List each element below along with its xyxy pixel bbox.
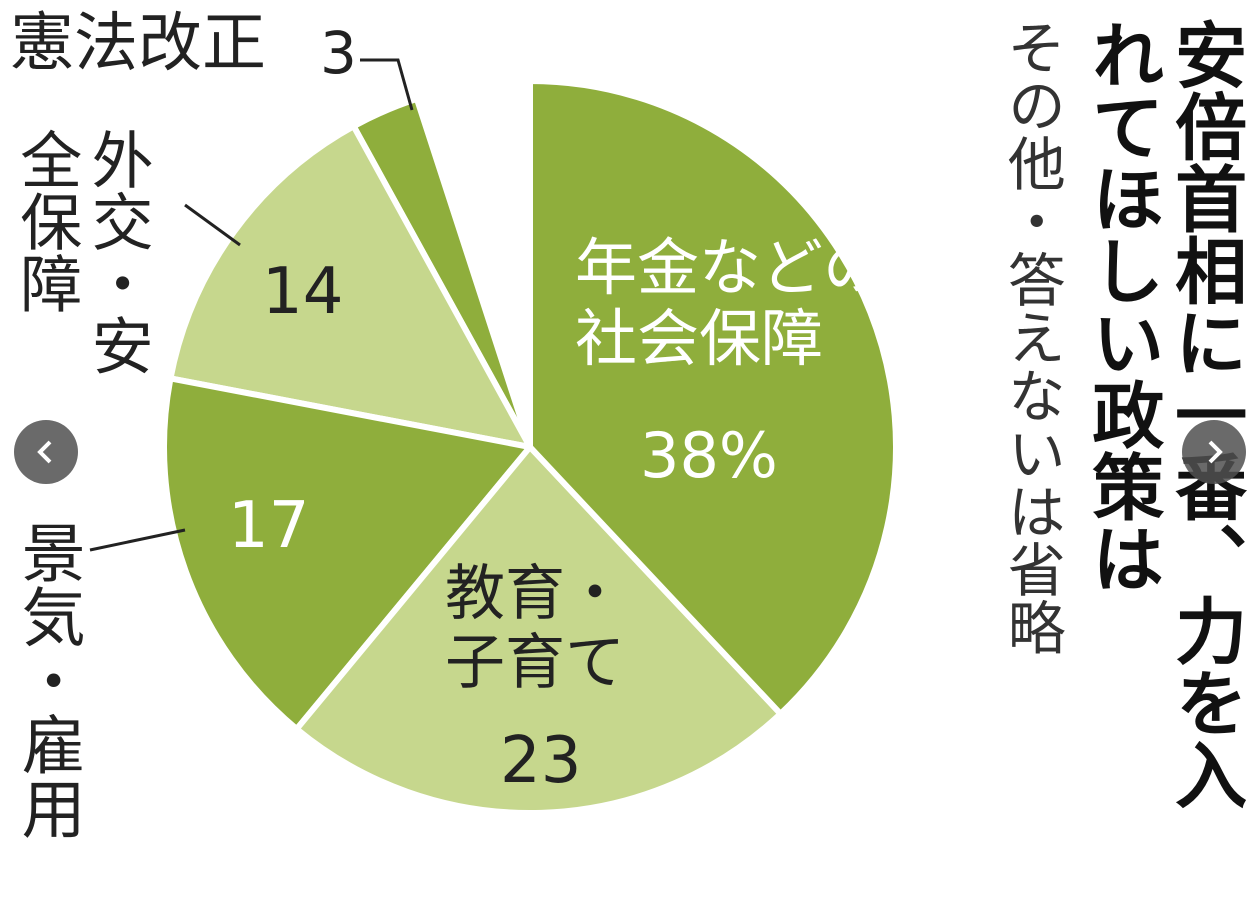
leader-line <box>360 58 414 111</box>
value-label: 3 <box>320 19 357 87</box>
slice-label: 憲法改正 <box>10 7 266 81</box>
slice-label: 外交・安全保障 <box>9 128 154 376</box>
pie-slice <box>292 442 785 816</box>
value-label: 14 <box>262 255 344 329</box>
prev-icon <box>37 440 52 464</box>
pie-slice <box>166 122 536 452</box>
value-label: 38% <box>640 419 778 492</box>
next-icon <box>1208 440 1223 464</box>
slice-label: 年金などの社会保障 <box>575 231 886 376</box>
value-label: 23 <box>500 724 582 798</box>
slice-label: 景気・雇用 <box>10 520 85 840</box>
slice-label: 教育・子育て <box>445 559 625 698</box>
leader-line <box>89 528 186 552</box>
leader-line <box>184 203 241 247</box>
pie-slice <box>527 77 899 719</box>
prev-button[interactable] <box>14 420 78 484</box>
value-label: 17 <box>228 489 310 563</box>
next-button[interactable] <box>1182 420 1246 484</box>
chart-title: 安倍首相に一番、力を入れてほしい政策は <box>1079 18 1247 810</box>
chart-subtitle: その他・答えないは省略 <box>997 18 1066 656</box>
leader-lines <box>89 58 414 552</box>
pie-slice <box>161 374 536 734</box>
